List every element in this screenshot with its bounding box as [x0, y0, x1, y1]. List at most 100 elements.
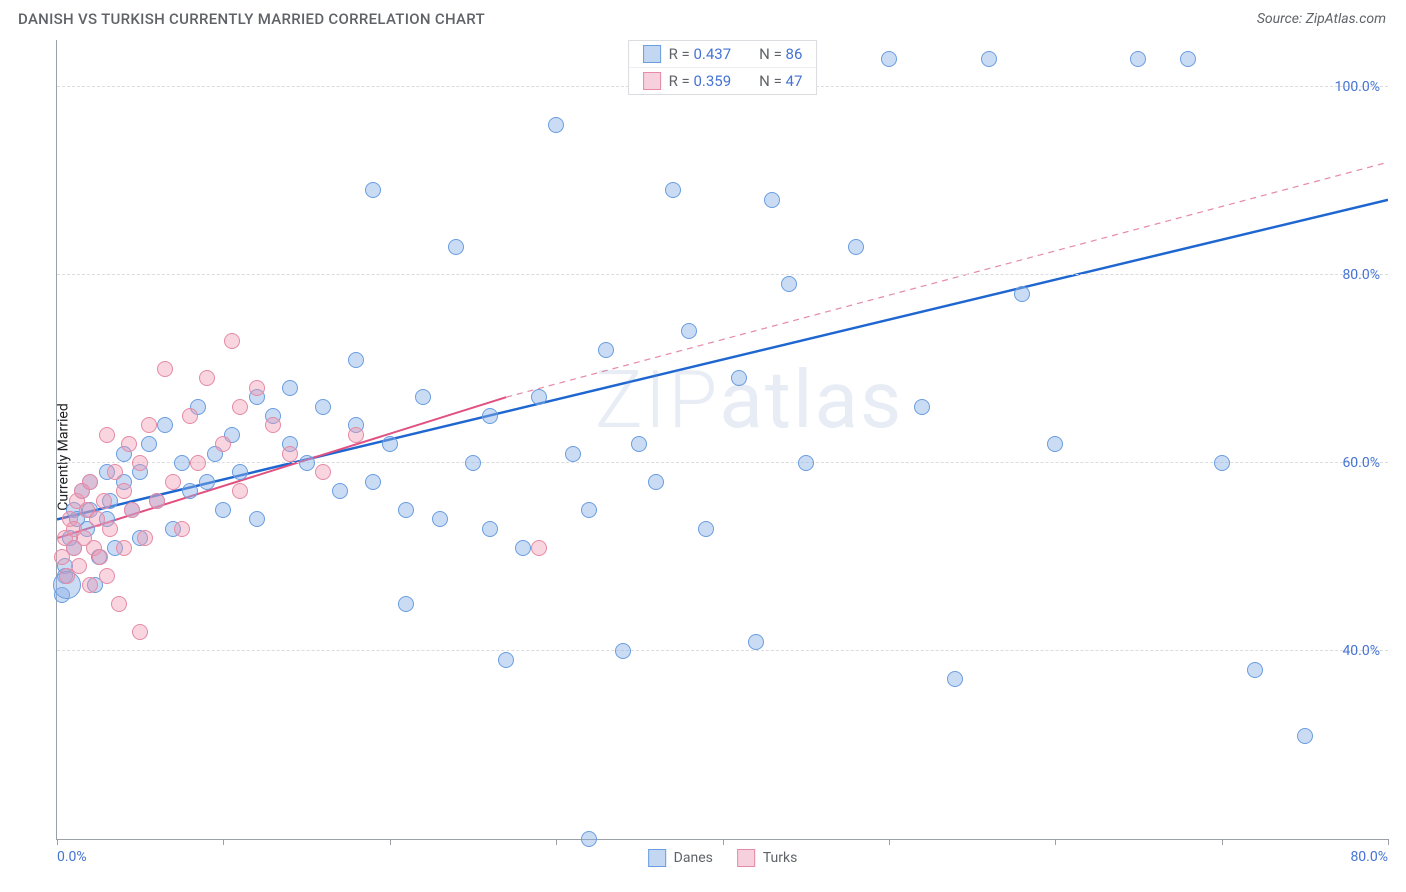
data-point: [99, 568, 115, 584]
data-point: [914, 399, 930, 415]
data-point: [249, 511, 265, 527]
data-point: [398, 502, 414, 518]
data-point: [116, 483, 132, 499]
data-point: [615, 643, 631, 659]
data-point: [282, 446, 298, 462]
data-point: [581, 502, 597, 518]
n-value: 47: [786, 72, 803, 90]
r-label: R = 0.359: [669, 72, 732, 90]
correlation-legend: R = 0.437N = 86R = 0.359N = 47: [628, 40, 818, 95]
data-point: [498, 652, 514, 668]
data-point: [781, 276, 797, 292]
data-point: [598, 342, 614, 358]
data-point: [531, 389, 547, 405]
gridline: [57, 274, 1388, 275]
data-point: [174, 455, 190, 471]
data-point: [132, 455, 148, 471]
data-point: [215, 502, 231, 518]
source-attribution: Source: ZipAtlas.com: [1257, 11, 1386, 27]
data-point: [1014, 286, 1030, 302]
data-point: [698, 521, 714, 537]
data-point: [1130, 51, 1146, 67]
data-point: [141, 436, 157, 452]
data-point: [215, 436, 231, 452]
data-point: [365, 474, 381, 490]
data-point: [111, 596, 127, 612]
data-point: [665, 182, 681, 198]
data-point: [92, 549, 108, 565]
data-point: [232, 464, 248, 480]
data-point: [482, 408, 498, 424]
data-point: [748, 634, 764, 650]
data-point: [382, 436, 398, 452]
data-point: [82, 474, 98, 490]
legend-swatch: [643, 45, 661, 63]
legend-item: Turks: [737, 849, 798, 867]
x-tick: [390, 839, 391, 845]
n-label: N = 47: [759, 72, 802, 90]
data-point: [315, 399, 331, 415]
data-point: [415, 389, 431, 405]
chart-title: DANISH VS TURKISH CURRENTLY MARRIED CORR…: [18, 10, 485, 28]
x-tick: [1055, 839, 1056, 845]
watermark: ZIPatlas: [595, 353, 903, 447]
data-point: [182, 483, 198, 499]
x-tick-label: 0.0%: [57, 849, 87, 865]
data-point: [199, 370, 215, 386]
x-tick: [1388, 839, 1389, 845]
legend-label: Danes: [674, 850, 713, 866]
source-label: Source:: [1257, 11, 1306, 27]
data-point: [1047, 436, 1063, 452]
data-point: [348, 427, 364, 443]
data-point: [71, 558, 87, 574]
x-tick-label: 80.0%: [1350, 849, 1388, 865]
y-tick-label: 40.0%: [1342, 643, 1380, 659]
x-tick: [889, 839, 890, 845]
data-point: [681, 323, 697, 339]
data-point: [190, 455, 206, 471]
data-point: [116, 540, 132, 556]
data-point: [224, 333, 240, 349]
data-point: [299, 455, 315, 471]
data-point: [1214, 455, 1230, 471]
trend-lines: [57, 40, 1388, 839]
data-point: [798, 455, 814, 471]
data-point: [1247, 662, 1263, 678]
plot-area: ZIPatlas R = 0.437N = 86R = 0.359N = 47 …: [56, 40, 1388, 840]
legend-row: R = 0.437N = 86: [629, 41, 817, 67]
data-point: [182, 408, 198, 424]
data-point: [531, 540, 547, 556]
legend-label: Turks: [763, 850, 798, 866]
source-name: ZipAtlas.com: [1306, 11, 1386, 27]
data-point: [881, 51, 897, 67]
legend-swatch: [648, 849, 666, 867]
legend-swatch: [737, 849, 755, 867]
data-point: [315, 464, 331, 480]
series-legend: Danes Turks: [648, 849, 798, 867]
r-value: 0.437: [693, 45, 731, 63]
n-value: 86: [786, 45, 803, 63]
data-point: [848, 239, 864, 255]
data-point: [165, 474, 181, 490]
data-point: [199, 474, 215, 490]
x-tick: [723, 839, 724, 845]
n-label: N = 86: [759, 45, 802, 63]
y-tick-label: 80.0%: [1342, 267, 1380, 283]
data-point: [432, 511, 448, 527]
data-point: [981, 51, 997, 67]
data-point: [365, 182, 381, 198]
data-point: [107, 464, 123, 480]
data-point: [265, 417, 281, 433]
data-point: [282, 380, 298, 396]
data-point: [465, 455, 481, 471]
data-point: [332, 483, 348, 499]
data-point: [565, 446, 581, 462]
data-point: [515, 540, 531, 556]
data-point: [174, 521, 190, 537]
data-point: [631, 436, 647, 452]
data-point: [232, 399, 248, 415]
data-point: [249, 380, 265, 396]
gridline: [57, 650, 1388, 651]
data-point: [82, 577, 98, 593]
x-tick: [556, 839, 557, 845]
